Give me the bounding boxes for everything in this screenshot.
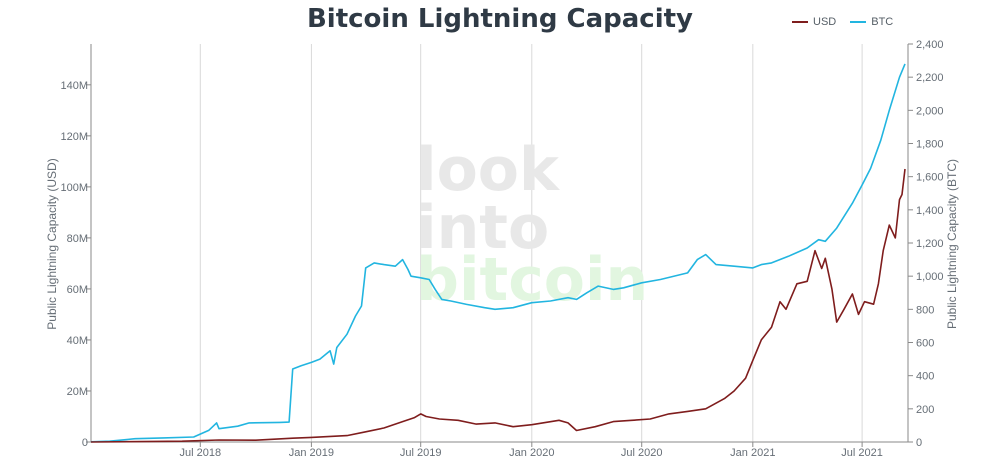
y-right-tick-label: 2,000 xyxy=(916,105,944,117)
chart-legend: USD BTC xyxy=(792,16,893,28)
y-right-tick-label: 2,400 xyxy=(916,39,944,51)
y-left-tick-label: 20M xyxy=(67,386,88,398)
y-right-tick-label: 1,200 xyxy=(916,238,944,250)
x-tick-label: Jul 2018 xyxy=(179,447,221,459)
legend-item-usd[interactable]: USD xyxy=(792,16,836,28)
y-left-tick-label: 60M xyxy=(67,284,88,296)
y-left-tick-label: 120M xyxy=(60,131,88,143)
grid-layer xyxy=(199,44,863,442)
watermark-into: into xyxy=(416,193,549,263)
legend-swatch-btc xyxy=(850,21,867,23)
x-tick-label: Jan 2020 xyxy=(509,447,554,459)
chart-title: Bitcoin Lightning Capacity xyxy=(306,4,693,34)
watermark-bitcoin: bitcoin xyxy=(416,245,648,315)
series-layer xyxy=(90,63,906,443)
y-right-tick-label: 400 xyxy=(916,371,934,383)
y-left-tick-label: 80M xyxy=(67,233,88,245)
y-axis-title-right: Public Lightning Capacity (BTC) xyxy=(945,159,959,329)
y-left-tick-label: 100M xyxy=(60,182,88,194)
x-tick-label: Jul 2019 xyxy=(400,447,442,459)
axes-layer: Jul 2018 Jan 2019 Jul 2019 Jan 2020 Jul 2020… xyxy=(60,39,943,459)
series-line-usd xyxy=(90,168,906,443)
legend-item-btc[interactable]: BTC xyxy=(850,16,893,28)
y-right-tick-label: 1,000 xyxy=(916,271,944,283)
y-right-tick-label: 1,800 xyxy=(916,139,944,151)
legend-swatch-usd xyxy=(792,21,808,23)
y-right-tick-label: 600 xyxy=(916,338,934,350)
y-right-tick-label: 0 xyxy=(916,437,922,449)
x-tick-label: Jan 2019 xyxy=(289,447,334,459)
y-left-tick-label: 40M xyxy=(67,335,88,347)
x-tick-label: Jul 2021 xyxy=(841,447,883,459)
y-right-tick-label: 1,600 xyxy=(916,172,944,184)
y-left-tick-label: 140M xyxy=(60,80,88,92)
y-right-tick-label: 1,400 xyxy=(916,205,944,217)
y-right-tick-label: 800 xyxy=(916,304,934,316)
legend-label-usd: USD xyxy=(813,16,837,28)
series-line-btc xyxy=(90,63,906,443)
x-tick-label: Jul 2020 xyxy=(621,447,663,459)
y-right-tick-label: 200 xyxy=(916,404,934,416)
legend-label-btc: BTC xyxy=(871,16,894,28)
y-left-tick-label: 0 xyxy=(82,437,88,449)
watermark-look: look xyxy=(416,135,561,205)
y-right-tick-label: 2,200 xyxy=(916,72,944,84)
x-tick-label: Jan 2021 xyxy=(730,447,775,459)
y-axis-title-left: Public Lightning Capacity (USD) xyxy=(45,158,59,329)
